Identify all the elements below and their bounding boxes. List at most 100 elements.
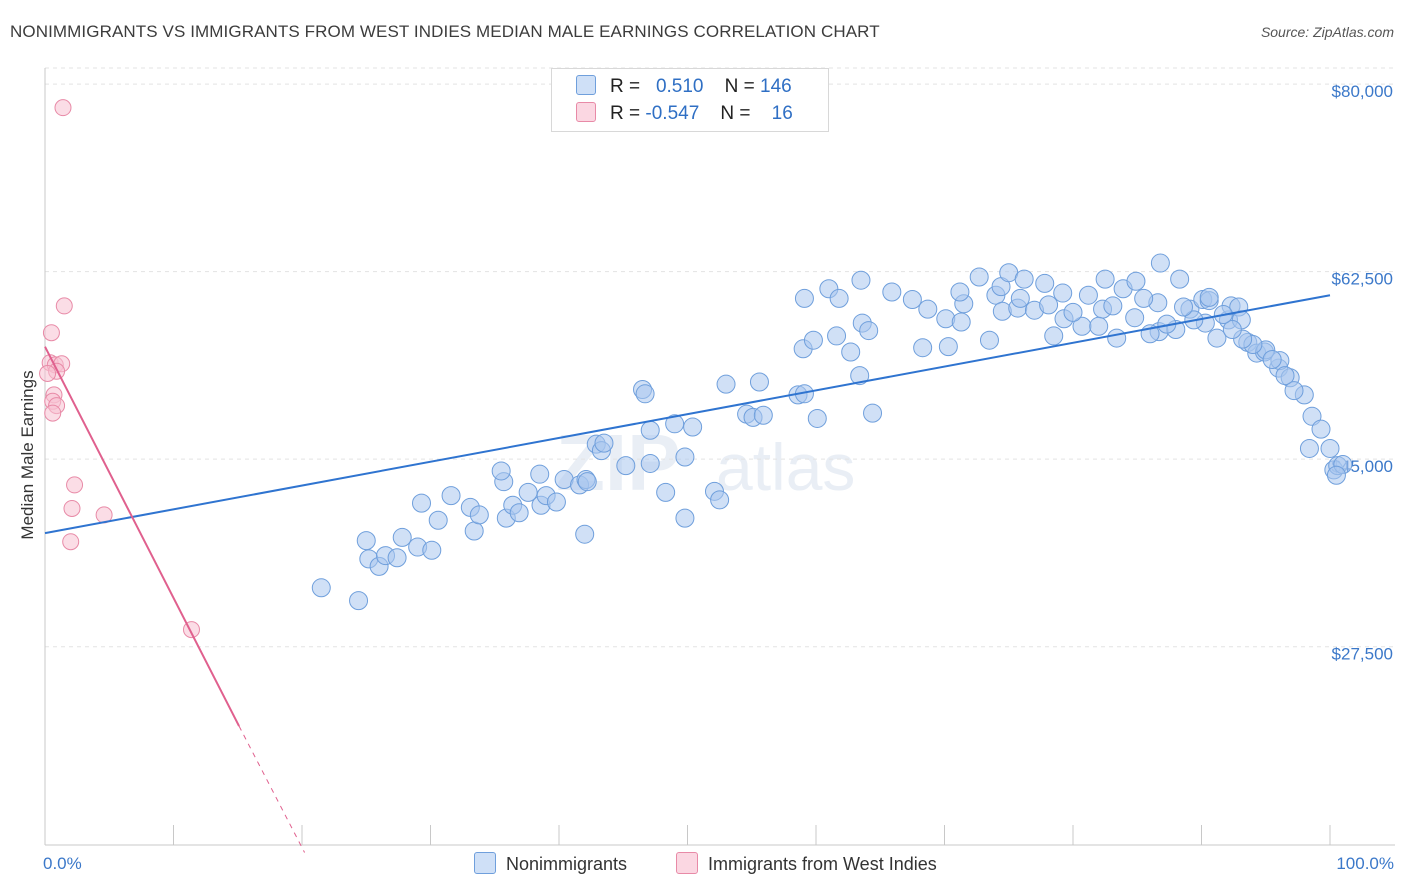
legend: R = 0.510 N = 146 R = -0.547 N = 16: [551, 68, 829, 132]
data-point: [635, 384, 655, 404]
data-point: [42, 324, 60, 342]
data-point: [1035, 273, 1055, 293]
data-point: [594, 433, 614, 453]
data-point: [1103, 296, 1123, 316]
x-tick-labels: 0.0% 100.0%: [43, 854, 1394, 873]
data-point: [803, 330, 823, 350]
trend-line-immigrants-extension: [238, 725, 306, 853]
data-point: [1039, 295, 1059, 315]
legend-n-label: N =: [724, 76, 755, 97]
data-point: [827, 326, 847, 346]
data-point: [1284, 381, 1304, 401]
axes: [44, 68, 1395, 846]
legend-r-label: R =: [610, 76, 641, 97]
data-point: [1125, 308, 1145, 328]
data-point: [1107, 328, 1127, 348]
data-point: [356, 531, 376, 551]
data-point: [66, 476, 84, 494]
data-point: [656, 482, 676, 502]
data-point: [1044, 326, 1064, 346]
data-point: [1063, 302, 1083, 322]
data-point: [392, 527, 412, 547]
trend-lines: [44, 294, 1331, 853]
series-nonimmigrants: [311, 253, 1353, 611]
y-tick-labels: $27,500$45,000$62,500$80,000: [1332, 82, 1393, 664]
legend-row-nonimmigrants: R = 0.510 N = 146: [576, 75, 792, 99]
data-point: [749, 372, 769, 392]
bottom-legend-immigrants: Immigrants from West Indies: [676, 852, 937, 875]
legend-n-value: 146: [760, 76, 792, 97]
data-point: [491, 461, 511, 481]
legend-swatch-pink: [576, 102, 596, 122]
bottom-legend-swatch-blue: [474, 852, 496, 874]
data-point: [387, 548, 407, 568]
data-point: [936, 309, 956, 329]
y-tick-label: $27,500: [1332, 645, 1393, 664]
data-point: [422, 540, 442, 560]
data-point: [1222, 320, 1242, 340]
data-point: [640, 453, 660, 473]
data-point: [1207, 328, 1227, 348]
data-point: [665, 414, 685, 434]
data-point: [710, 490, 730, 510]
data-point: [63, 499, 81, 517]
data-point: [882, 282, 902, 302]
data-point: [441, 486, 461, 506]
data-point: [54, 99, 72, 117]
data-point: [938, 337, 958, 357]
y-tick-label: $80,000: [1332, 82, 1393, 101]
data-point: [1262, 350, 1282, 370]
data-point: [753, 405, 773, 425]
data-point: [951, 312, 971, 332]
data-point: [1126, 271, 1146, 291]
data-point: [518, 482, 538, 502]
bottom-legend-label: Immigrants from West Indies: [708, 854, 937, 874]
legend-n-value: 16: [771, 103, 793, 124]
data-point: [913, 338, 933, 358]
data-point: [1014, 269, 1034, 289]
data-point: [716, 374, 736, 394]
legend-r-label: R =: [610, 103, 641, 124]
data-point: [979, 330, 999, 350]
data-point: [969, 267, 989, 287]
data-point: [863, 403, 883, 423]
grid: [45, 67, 1395, 648]
data-point: [851, 270, 871, 290]
data-point: [1275, 366, 1295, 386]
data-point: [1299, 438, 1319, 458]
data-point: [841, 342, 861, 362]
data-point: [575, 524, 595, 544]
data-point: [464, 521, 484, 541]
data-point: [509, 503, 529, 523]
data-point: [44, 404, 62, 422]
data-point: [640, 420, 660, 440]
legend-n-label: N =: [720, 103, 751, 124]
data-point: [1326, 465, 1346, 485]
watermark-atlas: atlas: [716, 430, 855, 504]
data-point: [469, 505, 489, 525]
data-point: [1150, 253, 1170, 273]
data-point: [1095, 269, 1115, 289]
data-point: [675, 508, 695, 528]
legend-swatch-blue: [576, 75, 596, 95]
data-point: [1134, 288, 1154, 308]
data-point: [950, 282, 970, 302]
legend-r-value: 0.510: [655, 76, 704, 97]
x-tick-label: 100.0%: [1336, 854, 1394, 873]
data-point: [1053, 283, 1073, 303]
data-point: [850, 366, 870, 386]
data-point: [675, 447, 695, 467]
bottom-legend-nonimmigrants: Nonimmigrants: [474, 852, 627, 875]
data-point: [829, 288, 849, 308]
data-point: [349, 591, 369, 611]
data-point: [807, 408, 827, 428]
data-point: [530, 464, 550, 484]
data-point: [1170, 269, 1190, 289]
data-point: [918, 299, 938, 319]
data-point: [311, 578, 331, 598]
data-point: [412, 493, 432, 513]
data-point: [616, 456, 636, 476]
source-label: Source: ZipAtlas.com: [1260, 24, 1394, 40]
data-point: [428, 510, 448, 530]
data-point: [794, 288, 814, 308]
